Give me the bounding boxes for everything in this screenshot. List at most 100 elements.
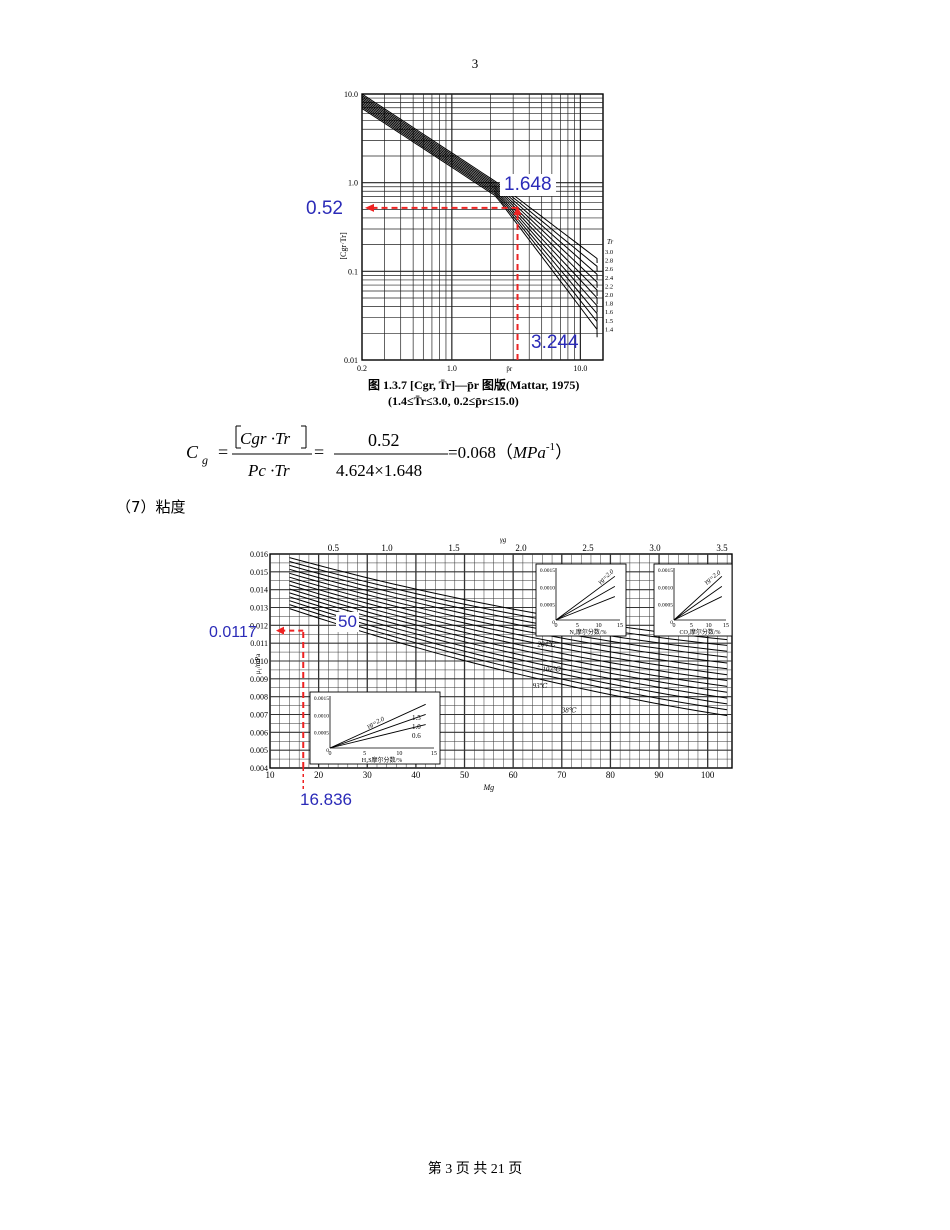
chart1-curve-tr	[361, 99, 598, 297]
formula-eq1: =	[218, 442, 228, 462]
chart1-curve-tr	[361, 104, 598, 321]
chart2-viscosity-curve	[289, 568, 728, 658]
annotation-pr-value: 3.244	[531, 332, 579, 353]
chart1-y-tick: 0.01	[344, 356, 358, 365]
formula-den-symbolic: Pc ·Tr	[247, 461, 290, 480]
chart1-red-arrow-up	[513, 205, 522, 215]
chart1-curve-tr	[361, 93, 598, 264]
chart1-x-tick: 0.2	[357, 364, 367, 373]
chart2-viscosity-curve	[289, 600, 728, 705]
chart2-viscosity-curve	[289, 604, 728, 711]
inset-n2-line	[555, 596, 616, 621]
chart2-top-tick: 2.0	[515, 543, 527, 553]
chart1-tr-header: Tr	[607, 238, 614, 246]
inset-co2-x-tick: 5	[690, 623, 693, 629]
chart1-y-tick: 0.1	[348, 267, 358, 276]
chart1-y-tick: 1.0	[348, 179, 358, 188]
chart2-y-tick: 0.015	[250, 568, 268, 577]
chart2-y-tick: 0.010	[250, 657, 268, 666]
annotation-viscosity-value: 0.0117	[209, 624, 257, 641]
inset-n2-x-tick: 10	[596, 623, 602, 629]
inset-h2s-line	[329, 724, 426, 749]
chart1-tr-label: 2.2	[605, 283, 613, 290]
inset-h2s-x-tick: 5	[363, 751, 366, 757]
chart1-tr-label: 2.6	[605, 266, 614, 273]
page-footer: 第 3 页 共 21 页	[427, 1162, 523, 1177]
chart2-y-tick: 0.014	[250, 586, 268, 595]
chart2-y-tick: 0.009	[250, 675, 268, 684]
annotation-mg-value: 16.836	[300, 790, 352, 809]
cgr-chart-svg: 10.0 1.0 0.1 0.010.2 1.0 10.0 p̄r [Cgr·Tr] Tr 3.0…	[339, 90, 614, 373]
chart1-tr-label: 1.4	[605, 326, 614, 333]
chart2-viscosity-curve	[289, 596, 728, 699]
inset-co2-x-tick: 10	[706, 623, 712, 629]
chart2-y-tick: 0.006	[250, 728, 268, 737]
chart1-tr-label: 2.8	[605, 258, 613, 265]
section-heading-viscosity: （7）粘度	[116, 498, 186, 516]
cgr-chart: 10.0 1.0 0.1 0.01 0.2 1.0 10.0 p̄r [Cgr·Tr] Tr 3.0…	[290, 80, 630, 420]
formula-lhs: C	[186, 442, 199, 462]
inset-h2s-y-tick: 0.0015	[314, 696, 329, 702]
inset-n2-y-tick: 0.0005	[540, 603, 555, 609]
chart2-top-tick: 3.0	[649, 543, 661, 553]
inset-h2s-label: H₂S摩尔分数/%	[362, 756, 402, 764]
inset-h2s-x-tick: 15	[431, 751, 437, 757]
chart1-curve-tr	[361, 101, 598, 305]
annotation-temperature: 50	[336, 612, 359, 632]
formula-den-value: 4.624×1.648	[336, 461, 422, 480]
inset-h2s-line	[329, 713, 426, 749]
chart2-top-label: γg	[500, 536, 507, 544]
chart1-x-tick: 10.0	[573, 364, 587, 373]
chart2-x-tick: 100	[701, 770, 715, 780]
formula-num-symbolic: Cgr ·Tr	[240, 429, 290, 448]
formula-eq2: =	[314, 442, 324, 462]
chart2-top-tick: 0.5	[328, 543, 340, 553]
chart2-top-tick: 1.5	[448, 543, 460, 553]
inset-h2s-curve-label: 1.5	[412, 714, 421, 722]
chart2-x-tick: 50	[460, 770, 470, 780]
chart2-x-tick: 40	[411, 770, 421, 780]
chart2-viscosity-curve	[289, 592, 728, 693]
inset-co2-x-tick: 0	[673, 623, 676, 629]
chart1-red-arrow-left	[365, 203, 374, 212]
inset-co2-y-tick: 0.0015	[658, 568, 673, 574]
inset-n2-x-tick: 0	[555, 623, 558, 629]
annotation-tr-value: 1.648	[500, 174, 556, 196]
chart1-tr-label: 1.8	[605, 301, 613, 308]
chart2-x-tick: 30	[363, 770, 373, 780]
inset-n2-label: N₂摩尔分数/%	[569, 628, 606, 636]
viscosity-chart-svg: 0.016 0.015 0.014 0.013 0.012 0.011 0.010 0.009…	[250, 536, 733, 792]
formula-brackets	[235, 425, 307, 449]
inset-h2s-curve-label: 0.6	[412, 732, 421, 740]
inset-co2-y-tick: 0.0005	[658, 603, 673, 609]
chart1-tr-label: 1.6	[605, 309, 614, 316]
inset-n2-x-tick: 5	[576, 623, 579, 629]
chart1-curve-tr	[361, 106, 598, 330]
inset-n2-line	[555, 586, 616, 621]
chart2-viscosity-curve	[289, 561, 728, 646]
chart2-viscosity-curve	[289, 588, 728, 687]
chart2-x-tick: 20	[314, 770, 324, 780]
chart1-x-label: p̄r	[506, 365, 513, 373]
chart1-caption-line1: 图 1.3.7 [Cgr, T̄r]—p̄r 图版(Mattar, 1975)	[368, 378, 580, 392]
viscosity-chart: 0.016 0.015 0.014 0.013 0.012 0.011 0.010 0.009…	[240, 534, 740, 794]
inset-h2s-line	[329, 703, 426, 749]
chart1-curve-tr	[361, 96, 598, 280]
chart2-x-tick: 60	[509, 770, 519, 780]
chart2-viscosity-curve	[289, 608, 728, 717]
chart2-y-tick: 0.007	[250, 711, 268, 720]
chart2-y-tick: 0.011	[250, 639, 268, 648]
chart1-curve-tr	[361, 95, 598, 272]
formula-num-value: 0.52	[368, 430, 400, 450]
inset-co2-line	[673, 575, 723, 621]
chart1-x-tick: 1.0	[447, 364, 457, 373]
chart2-temp-label: 107℃	[542, 666, 561, 674]
inset-co2-label: CO₂摩尔分数/%	[679, 628, 720, 636]
inset-co2-y-tick: 0.0010	[658, 585, 673, 591]
chart1-y-label: [Cgr·Tr]	[339, 232, 348, 260]
chart2-y-tick: 0.013	[250, 604, 268, 613]
annotation-cgr-value: 0.52	[306, 198, 343, 219]
chart1-tr-label: 3.0	[605, 249, 613, 256]
inset-h2s-box	[309, 691, 441, 765]
inset-co2-x-tick: 15	[723, 623, 729, 629]
